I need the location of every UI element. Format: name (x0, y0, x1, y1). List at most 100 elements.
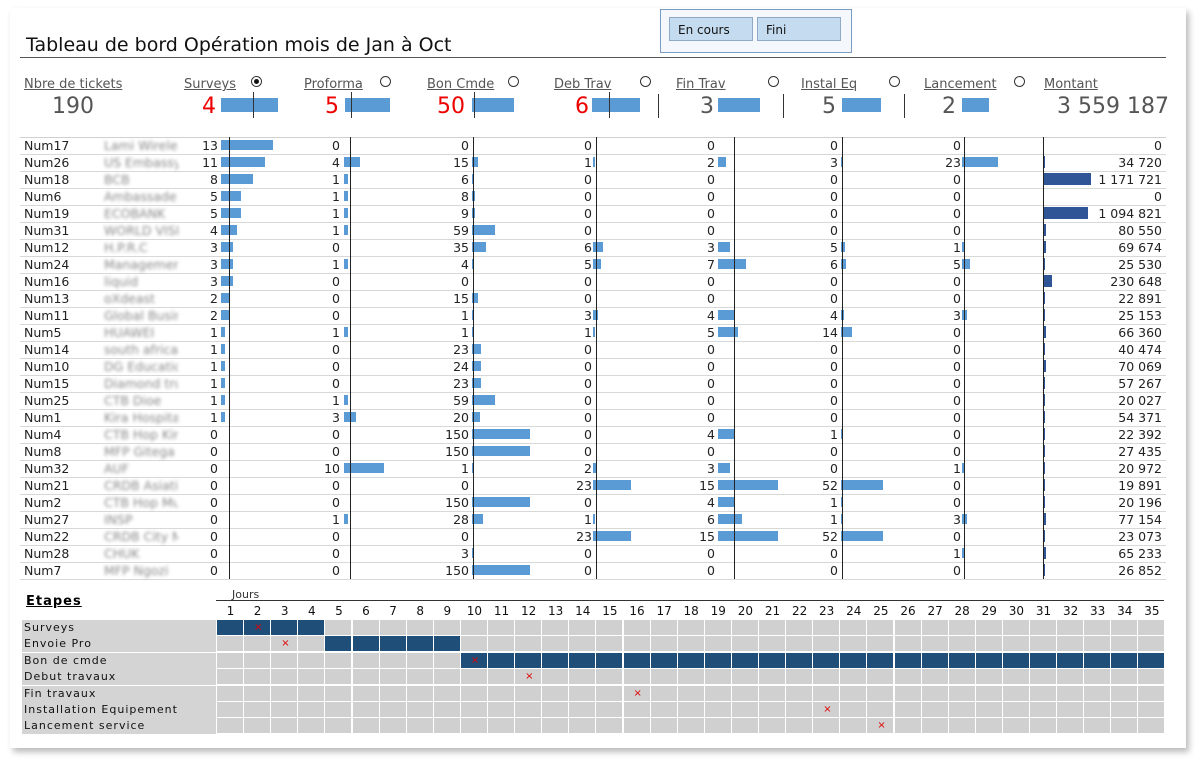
row-bar-col1 (344, 225, 348, 235)
row-value-col3: 0 (584, 342, 592, 357)
table-row[interactable]: Num24 Management 3 1 4 5 7 6 5 25 530 (20, 256, 1166, 274)
kpi-radio-1[interactable] (251, 76, 262, 87)
day-33: 33 (1090, 604, 1106, 618)
table-row[interactable]: Num15 Diamond trust 1 0 23 0 0 0 0 57 267 (20, 375, 1166, 393)
gantt-cell (1138, 685, 1165, 701)
gantt-cell (704, 685, 731, 701)
table-row[interactable]: Num32 AUF 0 10 1 2 3 0 1 20 972 (20, 460, 1166, 478)
row-value-col2: 24 (453, 359, 469, 374)
gantt-cell (542, 702, 569, 717)
gantt-cell (677, 620, 704, 635)
gantt-cell (352, 702, 379, 717)
row-value-col6: 0 (953, 563, 961, 578)
gantt-cell (1084, 702, 1111, 717)
row-value-col6: 0 (953, 444, 961, 459)
table-row[interactable]: Num13 oXdeast 2 0 15 0 0 0 0 22 891 (20, 290, 1166, 308)
row-value-col5: 0 (830, 189, 838, 204)
kpi-value-0: 190 (52, 94, 94, 119)
gantt-cell (731, 652, 758, 668)
table-row[interactable]: Num14 south africa 1 0 23 0 0 0 0 40 474 (20, 341, 1166, 359)
row-value-col5: 0 (830, 223, 838, 238)
table-row[interactable]: Num4 CTB Hop Kira 0 0 150 0 4 1 0 22 392 (20, 426, 1166, 444)
row-bar-col4 (718, 242, 730, 252)
table-row[interactable]: Num22 CRDB City Market 0 0 0 23 15 52 0 23 073 (20, 528, 1166, 546)
table-row[interactable]: Num17 Lami Wireless 13 0 0 0 0 0 0 0 (20, 137, 1166, 155)
table-row[interactable]: Num31 WORLD VISION 4 1 59 0 0 0 0 80 550 (20, 222, 1166, 240)
row-value-col3: 1 (584, 325, 592, 340)
table-row[interactable]: Num21 CRDB Asiatic 0 0 0 23 15 52 0 19 891 (20, 477, 1166, 495)
table-row[interactable]: Num12 H.P.R.C 3 0 35 6 3 5 1 69 674 (20, 239, 1166, 257)
row-value-col2: 15 (453, 155, 469, 170)
kpi-marker-3 (474, 92, 475, 118)
kpi-radio-5[interactable] (768, 76, 779, 87)
table-row[interactable]: Num10 DG Education 1 0 24 0 0 0 0 70 069 (20, 358, 1166, 376)
gantt-cell (325, 685, 352, 701)
gantt-cell (244, 685, 271, 701)
row-bar-col2 (472, 242, 486, 252)
table-row[interactable]: Num26 US Embassy 11 4 15 1 2 3 23 34 720 (20, 154, 1166, 172)
table-row[interactable]: Num2 CTB Hop Muy 0 0 150 0 4 1 0 20 196 (20, 494, 1166, 512)
gantt-cell (1138, 636, 1165, 652)
table-row[interactable]: Num19 ECOBANK 5 1 9 0 0 0 0 1 094 821 (20, 205, 1166, 223)
gantt-cell (460, 636, 487, 652)
row-montant-bar (1043, 462, 1045, 474)
kpi-label-7[interactable]: Lancement (924, 77, 997, 92)
gantt-cell (704, 620, 731, 635)
kpi-radio-7[interactable] (1014, 76, 1025, 87)
kpi-label-3[interactable]: Bon Cmde (427, 77, 495, 92)
gantt-cell (433, 718, 460, 734)
table-row[interactable]: Num7 MFP Ngozi 0 0 150 0 0 0 0 26 852 (20, 562, 1166, 580)
table-row[interactable]: Num27 INSP 0 1 28 1 6 1 3 77 154 (20, 511, 1166, 529)
row-value-col5: 0 (830, 546, 838, 561)
kpi-radio-6[interactable] (889, 76, 900, 87)
gantt-cell (867, 636, 894, 652)
kpi-label-0[interactable]: Nbre de tickets (24, 77, 123, 92)
row-value-col3: 0 (584, 376, 592, 391)
table-row[interactable]: Num18 BCB 8 1 6 0 0 0 0 1 171 721 (20, 171, 1166, 189)
kpi-value-2: 5 (325, 94, 339, 119)
row-value-col5: 1 (830, 495, 838, 510)
kpi-label-8[interactable]: Montant (1044, 77, 1098, 92)
row-value-col2: 0 (461, 138, 469, 153)
kpi-label-5[interactable]: Fin Trav (676, 77, 726, 92)
kpi-radio-2[interactable] (380, 76, 391, 87)
kpi-radio-3[interactable] (508, 76, 519, 87)
kpi-label-6[interactable]: Instal Eq (801, 77, 858, 92)
en-cours-button[interactable]: En cours (669, 17, 753, 41)
kpi-label-2[interactable]: Proforma (304, 77, 363, 92)
row-value-col6: 0 (953, 138, 961, 153)
gantt-mark-icon: × (823, 704, 832, 715)
table-row[interactable]: Num6 Ambassade 5 1 8 0 0 0 0 0 (20, 188, 1166, 206)
table-row[interactable]: Num5 HUAWEI 1 1 1 1 5 14 0 66 360 (20, 324, 1166, 342)
day-21: 21 (764, 604, 781, 618)
kpi-radio-4[interactable] (640, 76, 651, 87)
gantt-cell (433, 652, 460, 668)
row-value-col3: 3 (584, 308, 592, 323)
row-id: Num16 (24, 274, 70, 289)
kpi-label-1[interactable]: Surveys (184, 77, 236, 92)
row-client-name: DG Education (104, 359, 178, 374)
fini-button[interactable]: Fini (757, 17, 841, 41)
row-client-name: Diamond trust (104, 376, 178, 391)
row-value-col2: 0 (461, 529, 469, 544)
gantt-cell (542, 620, 569, 635)
gantt-cell (1002, 652, 1029, 668)
day-24: 24 (846, 604, 862, 618)
table-row[interactable]: Num16 liquid 3 0 0 0 0 0 0 230 648 (20, 273, 1166, 291)
gantt-mark-icon: × (470, 654, 480, 666)
table-row[interactable]: Num8 MFP Gitega 0 0 150 0 0 0 0 27 435 (20, 443, 1166, 461)
kpi-label-4[interactable]: Deb Trav (554, 77, 612, 92)
stage-3: Debut travaux (22, 669, 216, 686)
table-row[interactable]: Num11 Global Business 2 0 1 3 4 4 3 25 153 (20, 307, 1166, 325)
table-row[interactable]: Num25 CTB Dioe 1 1 59 0 0 0 0 20 027 (20, 392, 1166, 410)
row-value-col0: 0 (210, 478, 218, 493)
gantt-cell (650, 652, 677, 668)
row-montant-bar (1043, 428, 1045, 440)
row-bar-col6 (962, 548, 964, 558)
row-value-col5: 0 (830, 359, 838, 374)
table-row[interactable]: Num1 Kira Hospital 1 3 20 0 0 0 0 54 371 (20, 409, 1166, 427)
gantt-cell (298, 652, 325, 668)
row-value-col4: 0 (707, 138, 715, 153)
table-row[interactable]: Num28 CHUK 0 0 3 0 0 0 1 65 233 (20, 545, 1166, 563)
gantt-cell (271, 620, 298, 635)
